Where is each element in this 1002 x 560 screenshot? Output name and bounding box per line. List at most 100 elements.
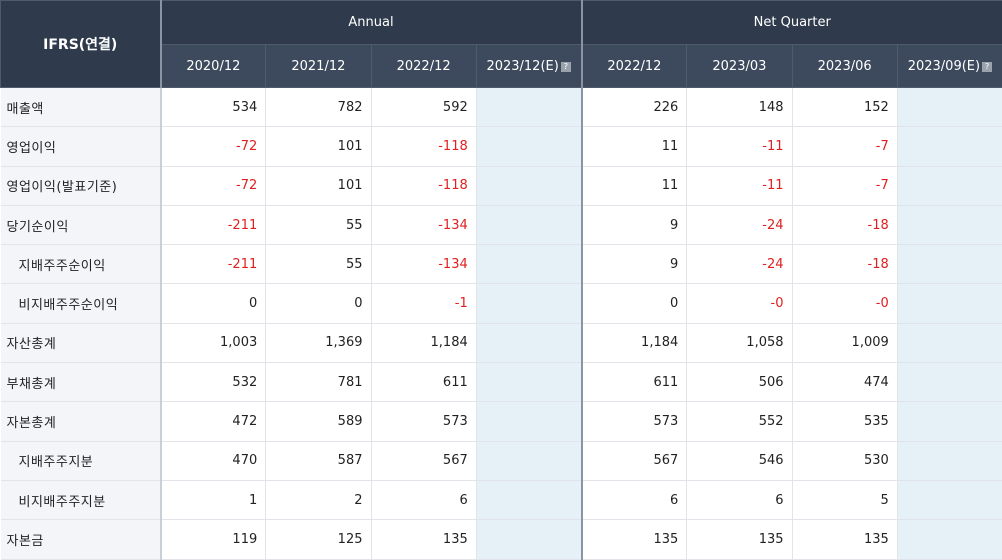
- row-label[interactable]: 자산총계: [1, 323, 161, 362]
- value-cell: 474: [792, 363, 897, 402]
- period-label: 2023/06: [818, 59, 872, 74]
- value-cell: [476, 284, 581, 323]
- value-cell: 0: [582, 284, 687, 323]
- value-cell: 611: [371, 363, 476, 402]
- value-cell: 781: [266, 363, 371, 402]
- period-label: 2022/12: [607, 59, 661, 74]
- value-cell: 782: [266, 88, 371, 127]
- value-cell: 6: [582, 480, 687, 519]
- value-cell: [476, 480, 581, 519]
- period-label: 2021/12: [291, 59, 345, 74]
- value-cell: 552: [687, 402, 792, 441]
- value-cell: 611: [582, 363, 687, 402]
- value-cell: 9: [582, 205, 687, 244]
- period-header: 2023/09(E)?: [897, 45, 1002, 88]
- value-cell: [897, 480, 1002, 519]
- value-cell: -18: [792, 245, 897, 284]
- value-cell: [476, 166, 581, 205]
- value-cell: 226: [582, 88, 687, 127]
- value-cell: 135: [371, 520, 476, 559]
- value-cell: 1,058: [687, 323, 792, 362]
- value-cell: 2: [266, 480, 371, 519]
- row-label[interactable]: 자본총계: [1, 402, 161, 441]
- accounting-standard-header: IFRS(연결): [1, 1, 161, 88]
- row-label[interactable]: 지배주주순이익: [1, 245, 161, 284]
- row-label[interactable]: 매출액: [1, 88, 161, 127]
- value-cell: 573: [582, 402, 687, 441]
- period-header: 2023/03: [687, 45, 792, 88]
- estimate-help-icon[interactable]: ?: [982, 62, 992, 72]
- value-cell: -118: [371, 127, 476, 166]
- row-label[interactable]: 당기순이익: [1, 205, 161, 244]
- value-cell: 0: [266, 284, 371, 323]
- value-cell: 135: [687, 520, 792, 559]
- value-cell: 135: [582, 520, 687, 559]
- value-cell: 592: [371, 88, 476, 127]
- value-cell: 135: [792, 520, 897, 559]
- value-cell: 546: [687, 441, 792, 480]
- value-cell: [897, 323, 1002, 362]
- value-cell: 148: [687, 88, 792, 127]
- value-cell: [897, 520, 1002, 559]
- value-cell: [897, 88, 1002, 127]
- value-cell: -118: [371, 166, 476, 205]
- value-cell: [476, 205, 581, 244]
- value-cell: 1,184: [371, 323, 476, 362]
- estimate-help-icon[interactable]: ?: [561, 62, 571, 72]
- value-cell: [897, 402, 1002, 441]
- value-cell: -24: [687, 205, 792, 244]
- row-label[interactable]: 영업이익: [1, 127, 161, 166]
- value-cell: [476, 88, 581, 127]
- value-cell: [897, 363, 1002, 402]
- annual-group-header: Annual: [161, 1, 582, 45]
- value-cell: -0: [792, 284, 897, 323]
- value-cell: 1,003: [161, 323, 266, 362]
- row-label[interactable]: 부채총계: [1, 363, 161, 402]
- value-cell: 101: [266, 127, 371, 166]
- value-cell: [476, 402, 581, 441]
- row-label[interactable]: 자본금: [1, 520, 161, 559]
- row-label[interactable]: 지배주주지분: [1, 441, 161, 480]
- value-cell: 11: [582, 127, 687, 166]
- value-cell: [476, 245, 581, 284]
- value-cell: -11: [687, 127, 792, 166]
- row-label[interactable]: 영업이익(발표기준): [1, 166, 161, 205]
- value-cell: [476, 323, 581, 362]
- value-cell: -1: [371, 284, 476, 323]
- value-cell: 55: [266, 245, 371, 284]
- value-cell: 589: [266, 402, 371, 441]
- period-label: 2023/09(E): [908, 59, 980, 74]
- value-cell: [476, 363, 581, 402]
- value-cell: 535: [792, 402, 897, 441]
- value-cell: 5: [792, 480, 897, 519]
- value-cell: 1,009: [792, 323, 897, 362]
- value-cell: 6: [371, 480, 476, 519]
- value-cell: 119: [161, 520, 266, 559]
- value-cell: 0: [161, 284, 266, 323]
- value-cell: [476, 441, 581, 480]
- value-cell: 587: [266, 441, 371, 480]
- row-label[interactable]: 비지배주주순이익: [1, 284, 161, 323]
- value-cell: 530: [792, 441, 897, 480]
- value-cell: -24: [687, 245, 792, 284]
- value-cell: 573: [371, 402, 476, 441]
- value-cell: 567: [371, 441, 476, 480]
- value-cell: 1: [161, 480, 266, 519]
- period-label: 2023/12(E): [486, 59, 558, 74]
- value-cell: -134: [371, 205, 476, 244]
- value-cell: -72: [161, 166, 266, 205]
- period-header: 2023/12(E)?: [476, 45, 581, 88]
- period-label: 2022/12: [397, 59, 451, 74]
- period-header: 2021/12: [266, 45, 371, 88]
- row-label[interactable]: 비지배주주지분: [1, 480, 161, 519]
